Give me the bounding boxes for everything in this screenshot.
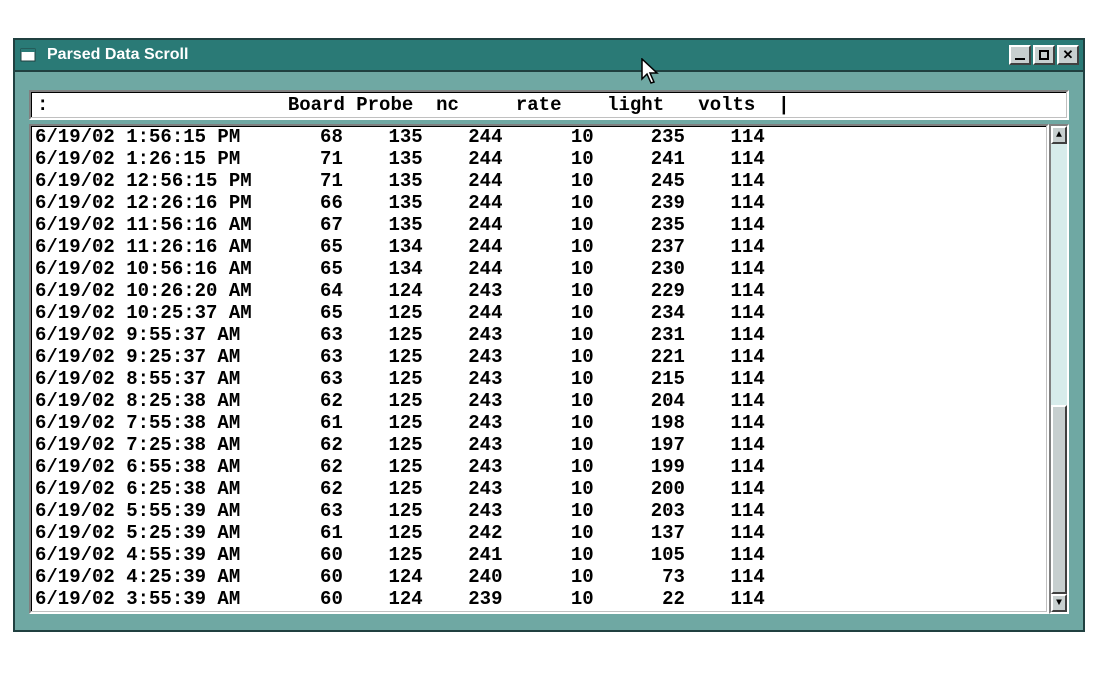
column-header-box: : Board Probe nc rate light volts | [29, 90, 1069, 120]
data-scroll-area[interactable]: 6/19/02 1:56:15 PM 68 135 244 10 235 114… [29, 124, 1049, 614]
app-window: Parsed Data Scroll ✕ : Board Probe nc ra… [13, 38, 1085, 632]
minimize-button[interactable] [1009, 45, 1031, 65]
table-row[interactable]: 6/19/02 11:26:16 AM 65 134 244 10 237 11… [35, 236, 1043, 258]
app-icon [19, 46, 39, 64]
scroll-thumb[interactable] [1051, 405, 1067, 594]
table-row[interactable]: 6/19/02 4:25:39 AM 60 124 240 10 73 114 [35, 566, 1043, 588]
table-row[interactable]: 6/19/02 7:25:38 AM 62 125 243 10 197 114 [35, 434, 1043, 456]
table-row[interactable]: 6/19/02 9:55:37 AM 63 125 243 10 231 114 [35, 324, 1043, 346]
client-area: : Board Probe nc rate light volts | 6/19… [15, 72, 1083, 630]
table-row[interactable]: 6/19/02 1:26:15 PM 71 135 244 10 241 114 [35, 148, 1043, 170]
table-row[interactable]: 6/19/02 5:55:39 AM 63 125 243 10 203 114 [35, 500, 1043, 522]
window-title: Parsed Data Scroll [47, 46, 1009, 64]
close-button[interactable]: ✕ [1057, 45, 1079, 65]
vertical-scrollbar[interactable]: ▲ ▼ [1049, 124, 1069, 614]
table-row[interactable]: 6/19/02 12:26:16 PM 66 135 244 10 239 11… [35, 192, 1043, 214]
table-row[interactable]: 6/19/02 12:56:15 PM 71 135 244 10 245 11… [35, 170, 1043, 192]
table-row[interactable]: 6/19/02 3:55:39 AM 60 124 239 10 22 114 [35, 588, 1043, 610]
table-row[interactable]: 6/19/02 6:55:38 AM 62 125 243 10 199 114 [35, 456, 1043, 478]
table-row[interactable]: 6/19/02 11:56:16 AM 67 135 244 10 235 11… [35, 214, 1043, 236]
table-row[interactable]: 6/19/02 10:56:16 AM 65 134 244 10 230 11… [35, 258, 1043, 280]
table-row[interactable]: 6/19/02 5:25:39 AM 61 125 242 10 137 114 [35, 522, 1043, 544]
titlebar[interactable]: Parsed Data Scroll ✕ [15, 40, 1083, 72]
maximize-button[interactable] [1033, 45, 1055, 65]
table-row[interactable]: 6/19/02 8:25:38 AM 62 125 243 10 204 114 [35, 390, 1043, 412]
table-row[interactable]: 6/19/02 6:25:38 AM 62 125 243 10 200 114 [35, 478, 1043, 500]
table-row[interactable]: 6/19/02 9:25:37 AM 63 125 243 10 221 114 [35, 346, 1043, 368]
table-row[interactable]: 6/19/02 8:55:37 AM 63 125 243 10 215 114 [35, 368, 1043, 390]
table-row[interactable]: 6/19/02 4:55:39 AM 60 125 241 10 105 114 [35, 544, 1043, 566]
scroll-up-button[interactable]: ▲ [1051, 126, 1067, 144]
table-row[interactable]: 6/19/02 10:26:20 AM 64 124 243 10 229 11… [35, 280, 1043, 302]
table-row[interactable]: 6/19/02 10:25:37 AM 65 125 244 10 234 11… [35, 302, 1043, 324]
column-header-text: : Board Probe nc rate light volts | [37, 94, 790, 116]
scroll-down-button[interactable]: ▼ [1051, 594, 1067, 612]
table-row[interactable]: 6/19/02 7:55:38 AM 61 125 243 10 198 114 [35, 412, 1043, 434]
window-controls: ✕ [1009, 45, 1079, 65]
table-row[interactable]: 6/19/02 1:56:15 PM 68 135 244 10 235 114 [35, 126, 1043, 148]
scroll-track[interactable] [1051, 144, 1067, 594]
